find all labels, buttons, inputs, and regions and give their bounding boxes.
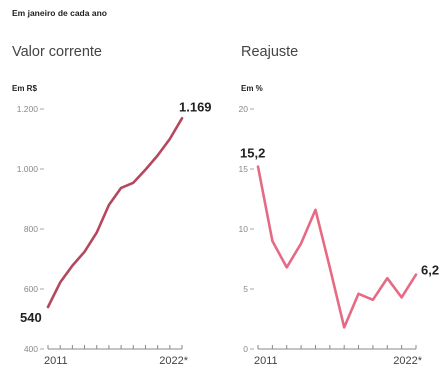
data-label-first-valor: 540 (20, 310, 42, 325)
series-line-reajuste (256, 165, 418, 329)
x-tick-label-reajuste-last: 2022* (393, 355, 422, 367)
y-tick-label-reajuste: 20 (239, 104, 249, 114)
data-label-last-valor: 1.169 (179, 99, 212, 114)
data-label-first-reajuste: 15,2 (240, 146, 265, 161)
y-tick-label-valor: 1.000 (17, 164, 39, 174)
unit-label-reajuste: Em % (241, 84, 263, 93)
y-tick-label-reajuste: 15 (239, 164, 249, 174)
chart-title-valor: Valor corrente (12, 44, 102, 60)
unit-label-valor: Em R$ (12, 84, 37, 93)
y-tick-label-valor: 800 (24, 224, 38, 234)
chart-title-reajuste: Reajuste (241, 44, 299, 60)
x-tick-label-valor-last: 2022* (159, 355, 188, 367)
x-tick-label-reajuste-first: 2011 (254, 355, 278, 367)
data-label-last-reajuste: 6,2 (421, 263, 439, 278)
y-tick-label-valor: 400 (24, 344, 38, 354)
chart-subtitle: Em janeiro de cada ano (12, 8, 107, 18)
y-tick-label-valor: 600 (24, 284, 38, 294)
y-tick-label-reajuste: 5 (243, 284, 248, 294)
x-tick-label-valor-first: 2011 (44, 355, 68, 367)
series-line-valor (46, 117, 184, 309)
y-tick-label-reajuste: 0 (243, 344, 248, 354)
y-tick-label-valor: 1.200 (17, 104, 39, 114)
y-tick-label-reajuste: 10 (239, 224, 249, 234)
